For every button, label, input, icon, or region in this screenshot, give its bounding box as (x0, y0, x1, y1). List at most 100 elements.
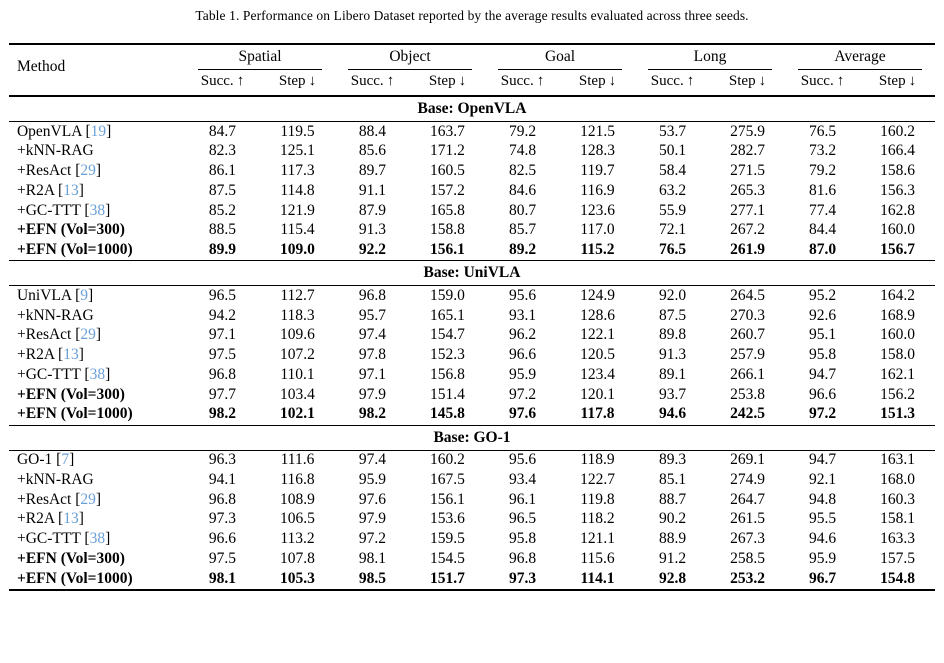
value-cell: 128.3 (580, 142, 615, 160)
value-cell: 158.0 (880, 346, 915, 363)
citation-bracket-open: [ (52, 451, 62, 468)
value-cell: 82.3 (208, 142, 237, 160)
up-arrow-icon: ↑ (536, 73, 545, 89)
citation-link[interactable]: [38] (81, 530, 110, 547)
value-cell: 154.7 (430, 326, 465, 344)
value-cell: 95.8 (808, 346, 837, 363)
method-cell: +EFN (Vol=1000) (8, 569, 185, 591)
down-arrow-icon: ↓ (758, 73, 767, 89)
value-cell: 122.1 (580, 326, 615, 344)
column-header-step: Step ↓ (710, 70, 786, 97)
value-cell: 96.2 (508, 326, 537, 344)
section-header: Base: OpenVLA (8, 96, 936, 122)
section-header-row: Base: UniVLA (8, 260, 936, 287)
method-cell: +ResAct [29] (9, 162, 185, 182)
value-cell: 94.2 (208, 306, 237, 324)
value-cell: 165.8 (430, 201, 465, 219)
method-cell: +EFN (Vol=300) (9, 385, 185, 405)
value-cell: 122.7 (580, 470, 615, 488)
value-cell: 55.9 (658, 201, 687, 219)
column-group-object: Object (335, 44, 485, 70)
method-cell: +kNN-RAG (9, 142, 185, 162)
method-label: +ResAct (16, 326, 72, 344)
citation-number: 38 (89, 365, 106, 383)
value-cell: 260.7 (730, 326, 765, 344)
citation-number: 38 (89, 201, 106, 219)
citation-number: 29 (80, 162, 96, 179)
method-label: +GC-TTT (16, 365, 81, 383)
value-cell: 96.1 (508, 490, 537, 508)
method-label: +R2A (16, 181, 55, 199)
value-cell: 89.2 (485, 240, 560, 262)
step-label: Step (428, 73, 456, 89)
citation-link[interactable]: [9] (71, 287, 93, 304)
value-cell: 92.2 (334, 240, 410, 262)
value-cell: 97.6 (358, 490, 387, 508)
value-cell: 106.5 (280, 510, 315, 528)
value-cell: 74.8 (508, 142, 537, 160)
value-cell: 102.1 (259, 404, 335, 426)
citation-link[interactable]: [13] (54, 182, 84, 199)
value-cell: 91.1 (358, 181, 387, 199)
value-cell: 87.5 (658, 306, 687, 324)
column-group-spatial: Spatial (185, 44, 335, 70)
succ-label: Succ. (200, 73, 234, 89)
value-cell: 114.1 (560, 569, 636, 591)
method-cell: GO-1 [7] (9, 450, 185, 470)
value-cell: 110.1 (280, 365, 315, 383)
value-cell: 84.7 (208, 122, 237, 140)
citation-link[interactable]: [29] (71, 326, 101, 343)
citation-bracket-open: [ (80, 365, 90, 383)
value-cell: 258.5 (730, 549, 765, 567)
value-cell: 87.5 (208, 181, 237, 199)
value-cell: 84.4 (808, 221, 837, 239)
value-cell: 160.0 (880, 326, 915, 344)
value-cell: 261.5 (730, 510, 765, 528)
citation-bracket-open: [ (71, 490, 81, 508)
value-cell: 97.2 (358, 530, 387, 547)
citation-bracket-close: ] (69, 451, 75, 468)
method-cell: +kNN-RAG (9, 306, 185, 326)
citation-link[interactable]: [19] (82, 123, 111, 140)
table-row: +kNN-RAG 82.3 125.1 85.6 171.2 74.8 128.3 50.1 2… (9, 142, 935, 162)
method-cell: +R2A [13] (9, 510, 185, 530)
method-label: +EFN (Vol=1000) (16, 405, 133, 423)
citation-number: 7 (61, 451, 70, 468)
method-label: +GC-TTT (16, 201, 81, 219)
table-row: +GC-TTT [38] 96.8 110.1 97.1 156.8 95.9 123.4 8… (9, 365, 935, 385)
value-cell: 94.7 (808, 365, 837, 383)
citation-number: 9 (80, 286, 89, 304)
citation-link[interactable]: [38] (80, 365, 110, 383)
table-row: GO-1 [7] 96.3 111.6 97.4 160.2 95.6 118.9 89.3 2… (9, 450, 935, 470)
value-cell: 156.7 (860, 240, 936, 262)
value-cell: 95.9 (808, 549, 837, 567)
value-cell: 163.3 (880, 530, 915, 547)
citation-link[interactable]: [13] (54, 510, 84, 527)
citation-bracket-close: ] (95, 162, 102, 179)
value-cell: 94.8 (808, 490, 837, 508)
value-cell: 116.8 (280, 470, 315, 488)
method-cell: +EFN (Vol=300) (9, 549, 185, 569)
citation-bracket-close: ] (95, 326, 102, 344)
citation-link[interactable]: [29] (71, 491, 101, 508)
value-cell: 96.3 (208, 451, 237, 468)
table-row: UniVLA [9] 96.5 112.7 96.8 159.0 95.6 124.9 92.… (9, 286, 935, 306)
citation-bracket-open: [ (71, 286, 81, 304)
value-cell: 97.7 (208, 385, 237, 403)
citation-link[interactable]: [13] (54, 346, 84, 363)
value-cell: 168.0 (880, 470, 915, 488)
citation-link[interactable]: [38] (81, 201, 110, 219)
results-table: Method Spatial Object Goal Long Average … (8, 43, 936, 591)
column-header-step: Step ↓ (560, 70, 636, 97)
value-cell: 153.6 (430, 510, 465, 528)
citation-link[interactable]: [29] (71, 162, 101, 179)
value-cell: 87.9 (358, 201, 387, 219)
table-header: Method Spatial Object Goal Long Average … (8, 44, 936, 97)
method-label: UniVLA (16, 286, 72, 304)
value-cell: 269.1 (730, 451, 765, 468)
citation-bracket-open: [ (54, 346, 64, 363)
column-group-average: Average (785, 44, 935, 70)
value-cell: 121.1 (580, 530, 615, 547)
succ-label: Succ. (650, 73, 684, 89)
citation-link[interactable]: [7] (52, 451, 74, 468)
